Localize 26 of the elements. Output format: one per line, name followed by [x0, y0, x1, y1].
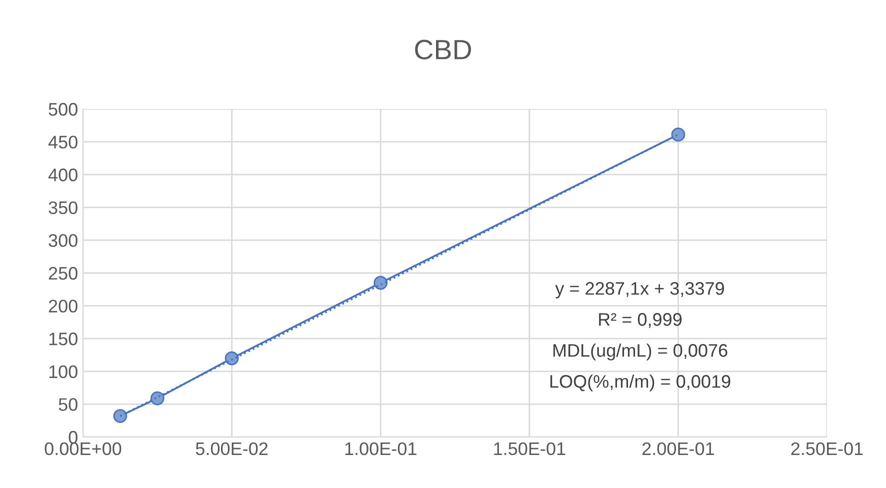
point	[150, 391, 164, 406]
y-tick-label: 50	[58, 398, 78, 411]
annotation: R² = 0,999	[599, 313, 682, 328]
y-tick-label: 400	[48, 168, 78, 182]
annotation: LOQ(%,m/m) = 0,0019	[550, 374, 730, 392]
point	[374, 276, 388, 290]
y-tick-label: 150	[49, 332, 78, 346]
y-tick-label: 250	[48, 266, 78, 280]
x-tick-label: 5.00E-02	[196, 442, 268, 456]
x-tick-label: 2.00E-01	[642, 442, 714, 456]
annotation: MDL(ug/mL) = 0,0076	[553, 344, 728, 360]
point	[224, 351, 239, 366]
point	[671, 128, 686, 142]
point	[113, 409, 128, 423]
y-tick-label: 300	[48, 234, 78, 247]
chart-title: CBD	[415, 40, 471, 60]
y-tick-label: 500	[48, 102, 78, 116]
annotation: y = 2287,1x + 3,3379	[555, 282, 724, 298]
y-tick-label: 350	[48, 201, 78, 214]
y-tick-label: 450	[48, 136, 78, 149]
x-tick-label: 0.00E+00	[44, 442, 122, 456]
x-tick-label: 1.00E-01	[345, 442, 416, 456]
x-tick-label: 1.50E-01	[494, 442, 566, 456]
x-tick-label: 2.50E-01	[791, 442, 863, 456]
y-tick-label: 100	[49, 365, 78, 378]
y-tick-label: 200	[48, 300, 78, 313]
